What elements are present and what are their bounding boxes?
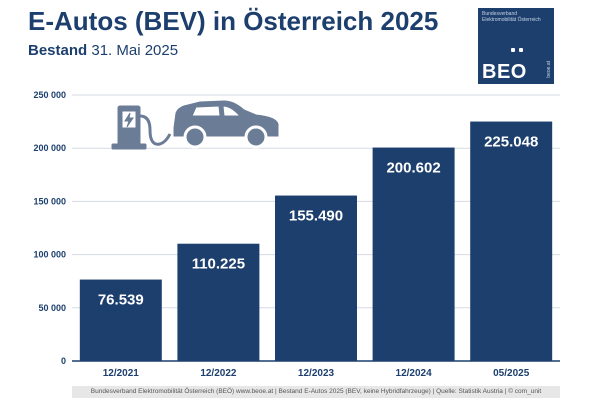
bar-value-label: 110.225 [192, 256, 245, 273]
logo-dots-icon [511, 48, 525, 52]
y-tick-label: 200 000 [33, 143, 66, 153]
bar [275, 195, 357, 361]
y-tick-label: 0 [61, 356, 66, 366]
x-tick-label: 12/2024 [396, 368, 433, 379]
bar [177, 243, 260, 361]
bar [79, 279, 162, 361]
footer-source: Bundesverband Elektromobilität Österreic… [72, 386, 560, 398]
x-tick-label: 12/2022 [200, 368, 237, 379]
beo-logo: Bundesverband Elektromobilität Österreic… [478, 8, 554, 84]
chart-title: E-Autos (BEV) in Österreich 2025 [28, 6, 439, 36]
charging-station-icon [111, 105, 172, 150]
bar-value-label: 225.048 [484, 134, 538, 151]
subtitle-label: Bestand [28, 42, 88, 59]
bar [470, 121, 553, 362]
y-tick-label: 150 000 [33, 196, 66, 206]
bar [372, 147, 455, 361]
logo-mark: BEO [482, 61, 527, 83]
chart-subtitle: Bestand 31. Mai 2025 [28, 42, 178, 59]
bar-value-label: 155.490 [289, 208, 343, 225]
charging-car-illustration [111, 100, 279, 150]
y-tick-label: 250 000 [33, 90, 66, 100]
x-tick-label: 05/2025 [493, 368, 530, 379]
x-axis-ticks: 12/2021 12/2022 12/2023 12/2024 05/2025 [103, 368, 530, 379]
bar-value-label: 76.539 [98, 292, 144, 309]
logo-org-name: Bundesverband Elektromobilität Österreic… [482, 11, 541, 23]
y-axis-ticks: 0 50 000 100 000 150 000 200 000 250 000 [33, 90, 66, 366]
y-tick-label: 100 000 [33, 250, 66, 260]
y-tick-label: 50 000 [38, 303, 66, 313]
x-tick-label: 12/2021 [103, 368, 140, 379]
x-tick-label: 12/2023 [298, 368, 335, 379]
bars: 76.539 110.225 155.490 200.602 225.048 [79, 121, 553, 362]
car-icon [173, 100, 279, 149]
subtitle-date: 31. Mai 2025 [91, 42, 179, 59]
bar-value-label: 200.602 [386, 160, 440, 177]
